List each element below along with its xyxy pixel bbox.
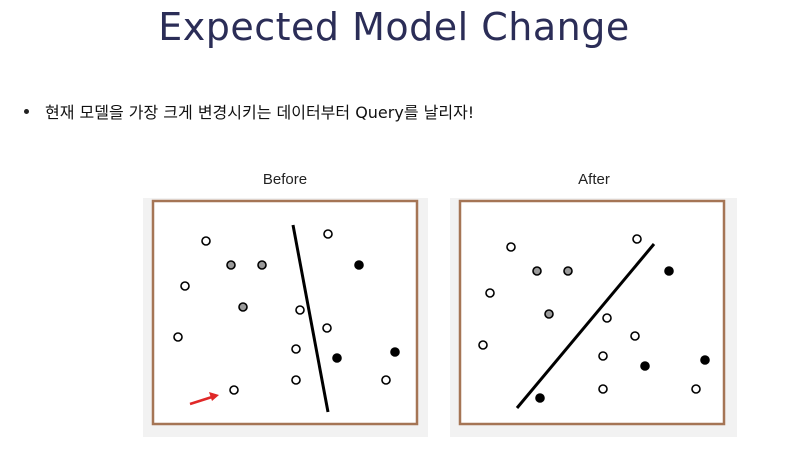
before-point-white <box>322 323 332 333</box>
after-point-black <box>535 393 545 403</box>
before-point-white <box>295 305 305 315</box>
after-point-white <box>598 351 608 361</box>
before-point-black <box>354 260 364 270</box>
after-point-gray <box>563 266 573 276</box>
after-point-white <box>485 288 495 298</box>
before-point-gray <box>257 260 267 270</box>
before-point-white <box>381 375 391 385</box>
before-point-black <box>390 347 400 357</box>
after-point-white <box>632 234 642 244</box>
before-label: Before <box>262 171 308 188</box>
after-point-white <box>602 313 612 323</box>
query-arrow-icon <box>189 392 219 406</box>
after-point-white <box>630 331 640 341</box>
before-point-white <box>229 385 239 395</box>
after-point-white <box>691 384 701 394</box>
bullet-dot-icon <box>24 108 29 114</box>
before-frame <box>151 199 419 426</box>
after-point-black <box>640 361 650 371</box>
before-point-white <box>173 332 183 342</box>
before-point-gray <box>226 260 236 270</box>
bullet-text: 현재 모델을 가장 크게 변경시키는 데이터부터 Query를 날리자! <box>45 103 475 122</box>
before-point-white <box>323 229 333 239</box>
after-point-black <box>664 266 674 276</box>
after-label: After <box>578 171 610 188</box>
before-decision-boundary <box>291 224 330 413</box>
after-decision-boundary <box>515 243 656 409</box>
before-point-gray <box>238 302 248 312</box>
before-point-black <box>332 353 342 363</box>
before-point-white <box>291 375 301 385</box>
before-point-white <box>291 344 301 354</box>
slide-title: Expected Model Change <box>158 5 630 49</box>
after-point-black <box>700 355 710 365</box>
after-frame <box>458 199 726 426</box>
after-point-gray <box>544 309 554 319</box>
after-point-white <box>598 384 608 394</box>
after-point-white <box>506 242 516 252</box>
bullet-item: 현재 모델을 가장 크게 변경시키는 데이터부터 Query를 날리자! <box>22 100 474 122</box>
after-point-white <box>478 340 488 350</box>
before-point-white <box>180 281 190 291</box>
after-point-gray <box>532 266 542 276</box>
before-point-white <box>201 236 211 246</box>
